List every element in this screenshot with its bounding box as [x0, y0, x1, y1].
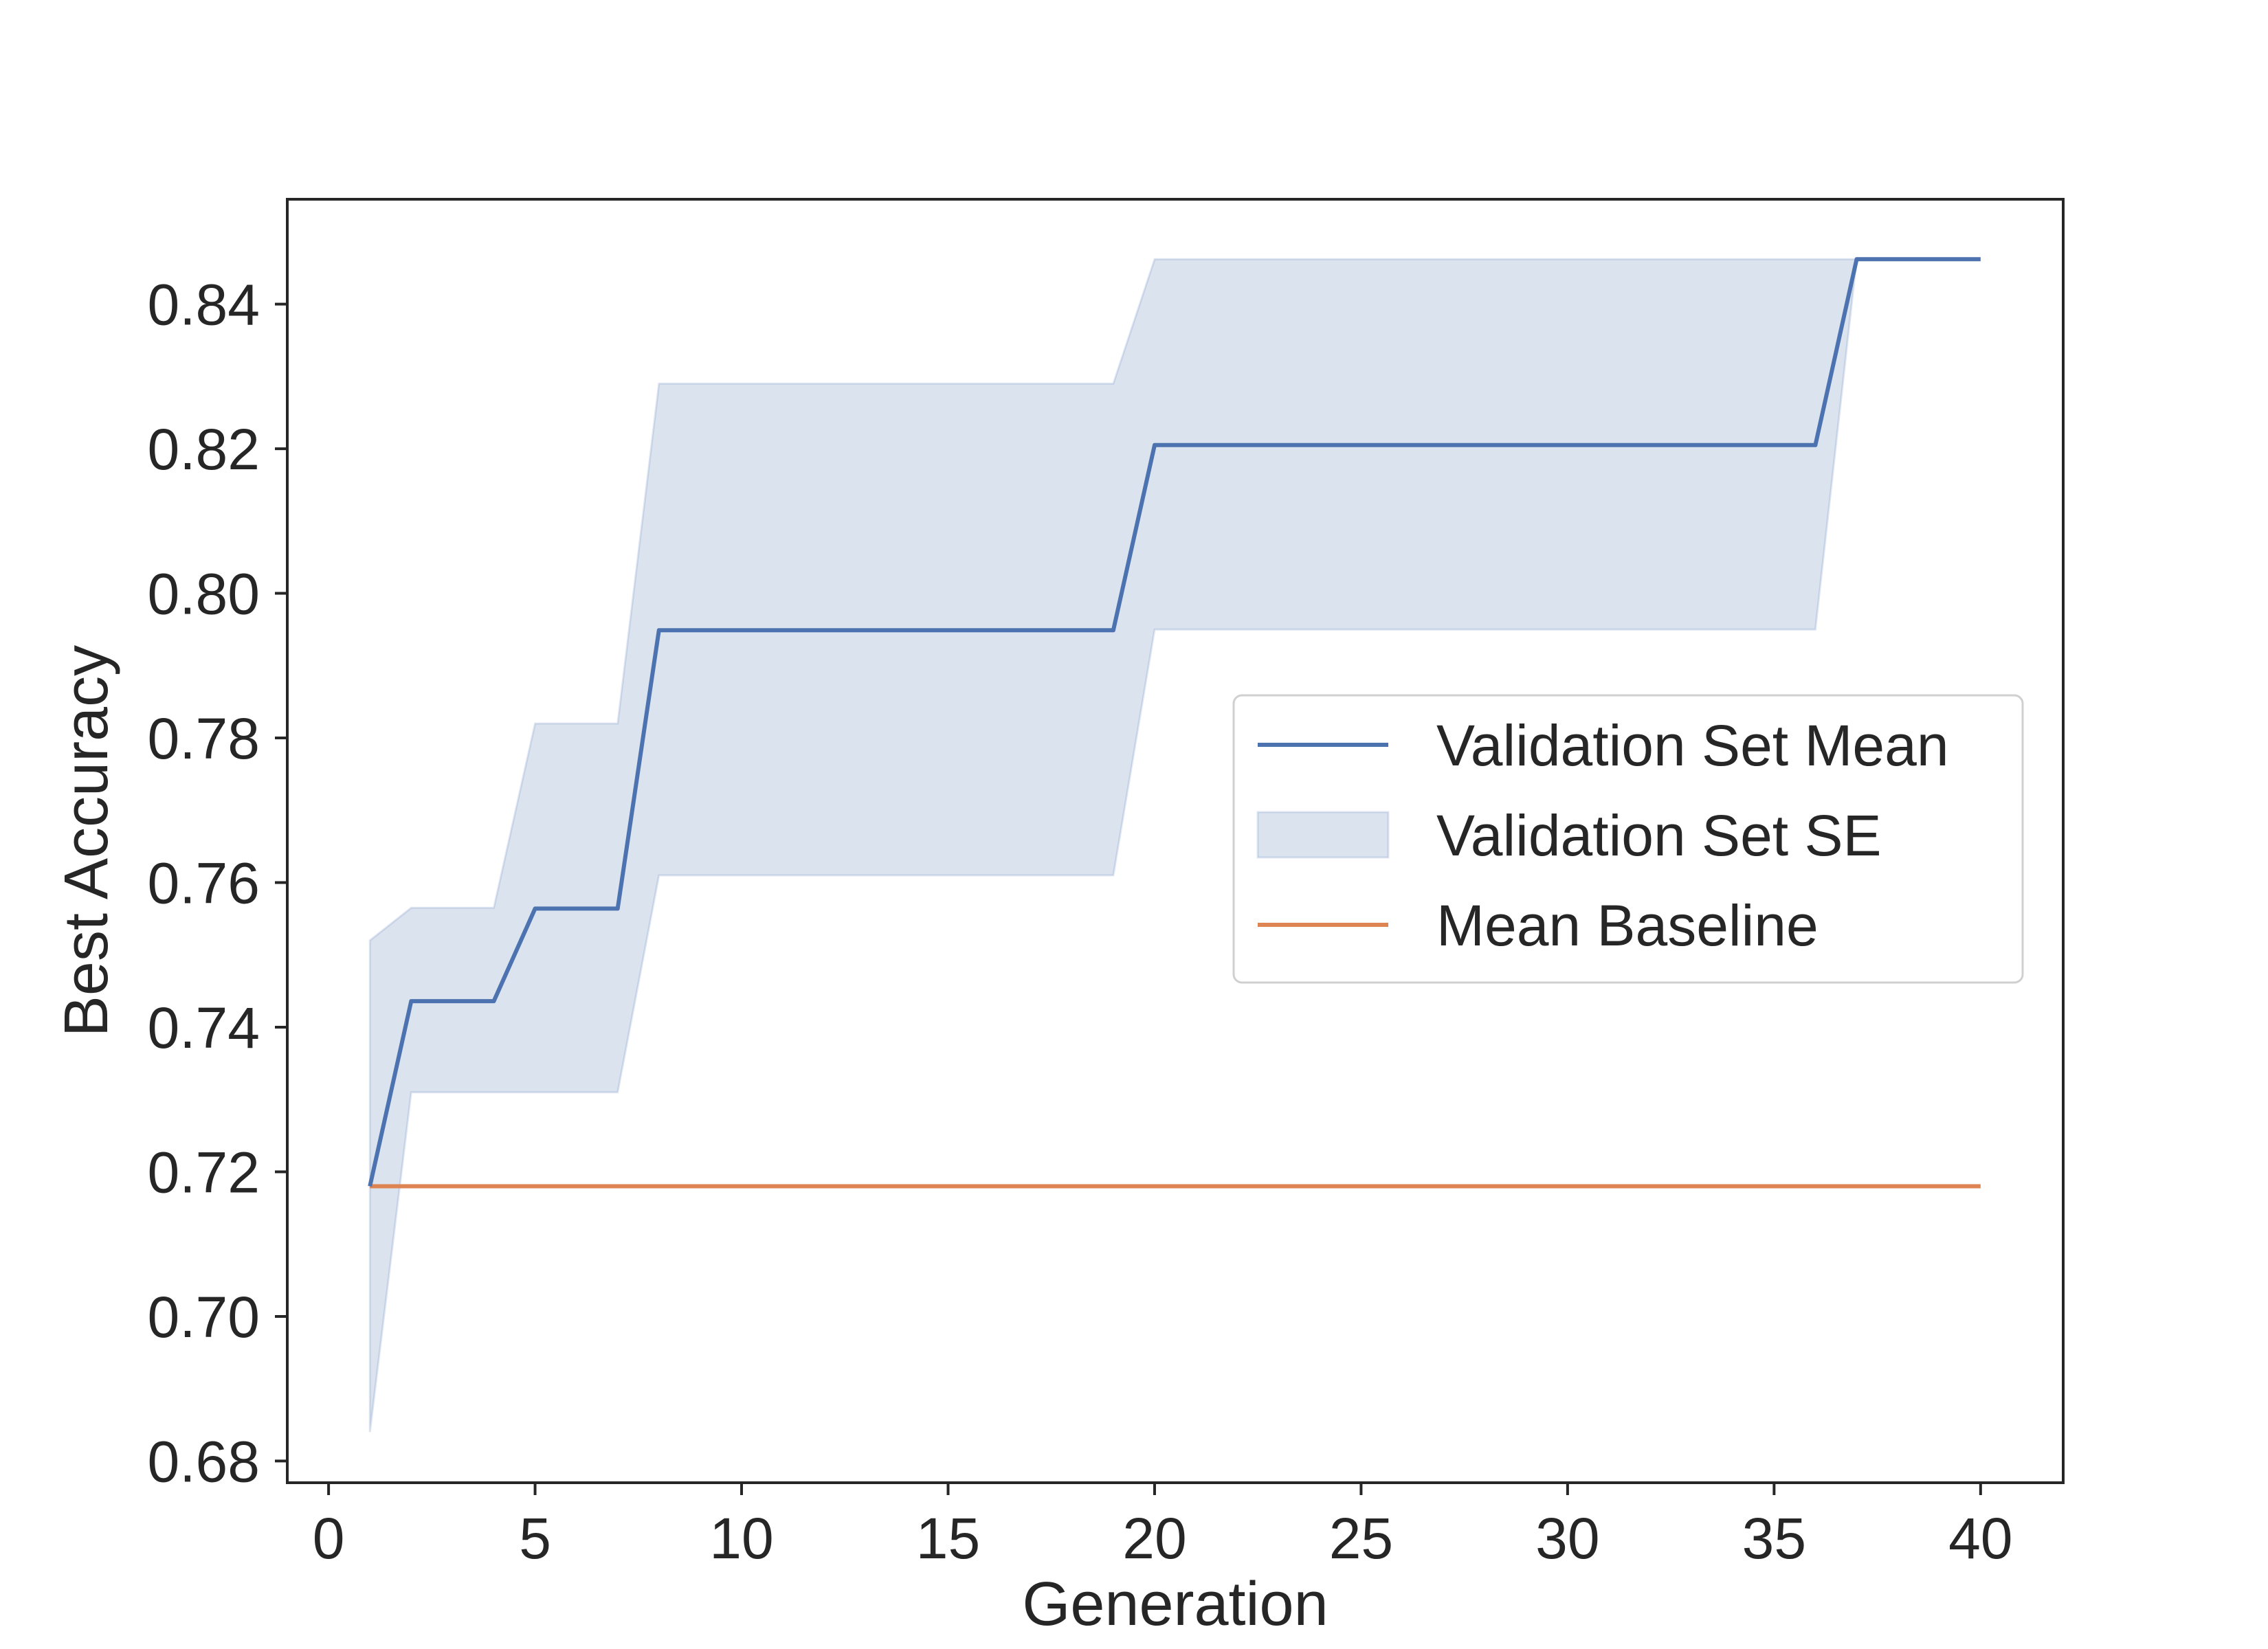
- x-tick-label: 35: [1742, 1506, 1806, 1571]
- y-tick-label: 0.72: [148, 1140, 260, 1204]
- x-tick-label: 15: [916, 1506, 980, 1571]
- x-tick-label: 10: [709, 1506, 773, 1571]
- x-tick-label: 20: [1122, 1506, 1186, 1571]
- legend-swatch-patch: [1256, 811, 1390, 859]
- x-tick-label: 30: [1535, 1506, 1599, 1571]
- x-tick-label: 40: [1948, 1506, 2012, 1571]
- legend-label: Validation Set SE: [1436, 803, 1882, 868]
- x-tick-label: 0: [313, 1506, 345, 1571]
- x-axis-label: Generation: [1022, 1570, 1328, 1639]
- y-axis-label: Best Accuracy: [52, 645, 121, 1037]
- y-axis-ticks: 0.68 0.70 0.72 0.74 0.76 0.78 0.80 0.82 0.84: [148, 273, 287, 1494]
- plot-area-frame: [286, 198, 2065, 1484]
- legend-label: Validation Set Mean: [1436, 713, 1949, 778]
- legend-items: Validation Set Mean Validation Set SE Mean…: [1256, 713, 1949, 958]
- y-tick-label: 0.74: [148, 996, 260, 1060]
- y-tick-label: 0.78: [148, 706, 260, 771]
- x-tick-label: 5: [519, 1506, 551, 1571]
- legend: Validation Set Mean Validation Set SE Mean…: [1232, 694, 2024, 984]
- x-tick-label: 25: [1329, 1506, 1393, 1571]
- line-layer: [368, 257, 1981, 1189]
- legend-box: [1232, 694, 2024, 984]
- x-axis-ticks: 0 5 10 15 20 25 30 35 40: [313, 1483, 2013, 1571]
- y-tick-label: 0.84: [148, 273, 260, 337]
- validation-mean-line: [368, 257, 1981, 1187]
- legend-label: Mean Baseline: [1436, 893, 1819, 958]
- y-tick-label: 0.82: [148, 417, 260, 482]
- y-tick-label: 0.80: [148, 562, 260, 627]
- y-tick-label: 0.70: [148, 1285, 260, 1349]
- y-tick-label: 0.76: [148, 851, 260, 916]
- y-tick-label: 0.68: [148, 1429, 260, 1494]
